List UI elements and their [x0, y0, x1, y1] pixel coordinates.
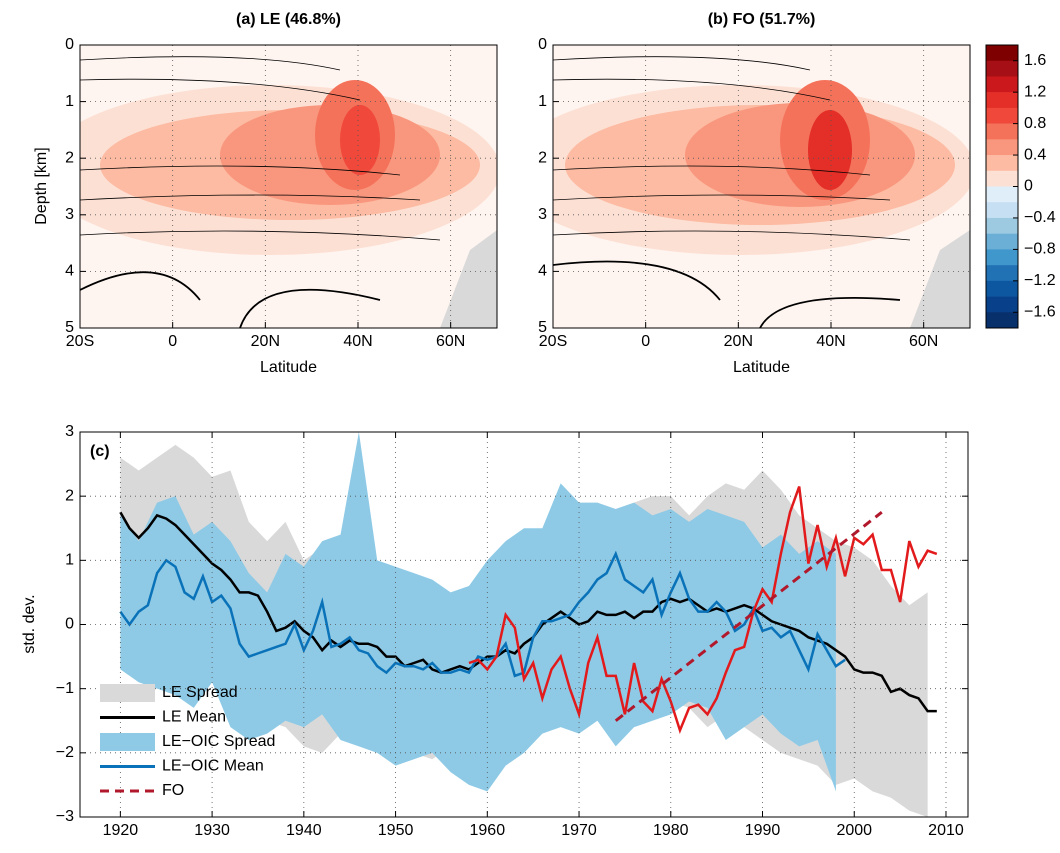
y-tick-label: −3 [56, 808, 74, 825]
y-tick-label: 1 [538, 93, 547, 110]
colorbar-swatch [986, 312, 1018, 329]
legend-label: LE Mean [162, 709, 226, 726]
x-tick-label: 20N [251, 333, 280, 350]
x-axis-label: Latitude [260, 359, 317, 376]
panel-title: (a) LE (46.8%) [236, 11, 341, 28]
series-line [119, 550, 846, 678]
colorbar-swatch [986, 280, 1018, 297]
colorbar-swatch [986, 186, 1018, 203]
x-tick-label: 2010 [928, 822, 964, 839]
colorbar-tick-label: 1.6 [1024, 52, 1046, 69]
x-tick-label: 40N [816, 333, 845, 350]
panel-title: (b) FO (51.7%) [708, 11, 816, 28]
plot-frame [552, 44, 971, 329]
y-tick-label: 3 [65, 206, 74, 223]
x-tick-label: 0 [641, 333, 650, 350]
colorbar-swatch [986, 45, 1018, 62]
colorbar-swatch [986, 249, 1018, 266]
x-tick-label: 1970 [561, 822, 597, 839]
plot-frame [79, 431, 969, 818]
y-axis-label: Depth [km] [33, 147, 50, 224]
y-tick-label: 1 [65, 552, 74, 569]
plot [119, 432, 938, 817]
trend-line [614, 511, 883, 722]
field-a [80, 45, 497, 328]
legend-swatch [100, 684, 155, 702]
colorbar-swatch [986, 233, 1018, 250]
series-line [119, 511, 937, 713]
colorbar-tick-label: −1.2 [1024, 272, 1056, 289]
colorbar-swatch [986, 217, 1018, 234]
x-tick-label: 40N [343, 333, 372, 350]
series-line [468, 486, 938, 735]
y-axis-label: std. dev. [21, 594, 38, 653]
x-tick-label: 1920 [103, 822, 139, 839]
field-b [553, 45, 970, 328]
x-tick-label: 60N [909, 333, 938, 350]
y-tick-label: 2 [65, 149, 74, 166]
y-tick-label: 5 [538, 319, 547, 336]
colorbar-swatch [986, 202, 1018, 219]
legend-label: LE−OIC Mean [162, 758, 264, 775]
colorbar-swatch [986, 155, 1018, 172]
colorbar-swatch [986, 265, 1018, 282]
colorbar-tick-label: 1.2 [1024, 83, 1046, 100]
colorbar-tick-label: −0.4 [1024, 209, 1056, 226]
colorbar-tick-label: −0.8 [1024, 241, 1056, 258]
panel-label: (c) [90, 443, 110, 460]
y-tick-label: 4 [538, 263, 547, 280]
colorbar-swatch [986, 107, 1018, 124]
x-tick-label: 2000 [836, 822, 872, 839]
legend-label: LE−OIC Spread [162, 733, 275, 750]
colorbar-tick-label: 0.4 [1024, 146, 1046, 163]
x-tick-label: 1930 [194, 822, 230, 839]
colorbar-tick-label: −1.6 [1024, 303, 1056, 320]
y-tick-label: −1 [56, 680, 74, 697]
x-tick-label: 1950 [378, 822, 414, 839]
legend-label: FO [162, 782, 184, 799]
y-tick-label: 3 [538, 206, 547, 223]
x-tick-label: 20S [539, 333, 567, 350]
y-tick-label: 0 [65, 36, 74, 53]
y-tick-label: 5 [65, 319, 74, 336]
y-tick-label: 2 [538, 149, 547, 166]
y-tick-label: 3 [65, 423, 74, 440]
y-tick-label: 4 [65, 263, 74, 280]
colorbar-frame [985, 44, 1019, 329]
colorbar-swatch [986, 92, 1018, 109]
x-tick-label: 20N [724, 333, 753, 350]
y-tick-label: 0 [65, 616, 74, 633]
colorbar-tick-label: 0.8 [1024, 115, 1046, 132]
x-tick-label: 1960 [470, 822, 506, 839]
legend-swatch [100, 733, 155, 751]
x-tick-label: 20S [66, 333, 94, 350]
colorbar-swatch [986, 60, 1018, 77]
x-tick-label: 1940 [286, 822, 322, 839]
y-tick-label: −2 [56, 744, 74, 761]
x-tick-label: 0 [168, 333, 177, 350]
colorbar-swatch [986, 76, 1018, 93]
x-tick-label: 1980 [653, 822, 689, 839]
legend-label: LE Spread [162, 684, 238, 701]
plot-frame [79, 44, 498, 329]
y-tick-label: 2 [65, 487, 74, 504]
x-axis-label: Latitude [733, 359, 790, 376]
colorbar-swatch [986, 170, 1018, 187]
colorbar-swatch [986, 123, 1018, 140]
y-tick-label: 1 [65, 93, 74, 110]
spread-band [120, 432, 836, 792]
y-tick-label: 0 [538, 36, 547, 53]
colorbar-swatch [986, 296, 1018, 313]
colorbar-swatch [986, 139, 1018, 156]
colorbar-tick-label: 0 [1024, 178, 1033, 195]
x-tick-label: 1990 [745, 822, 781, 839]
x-tick-label: 60N [436, 333, 465, 350]
